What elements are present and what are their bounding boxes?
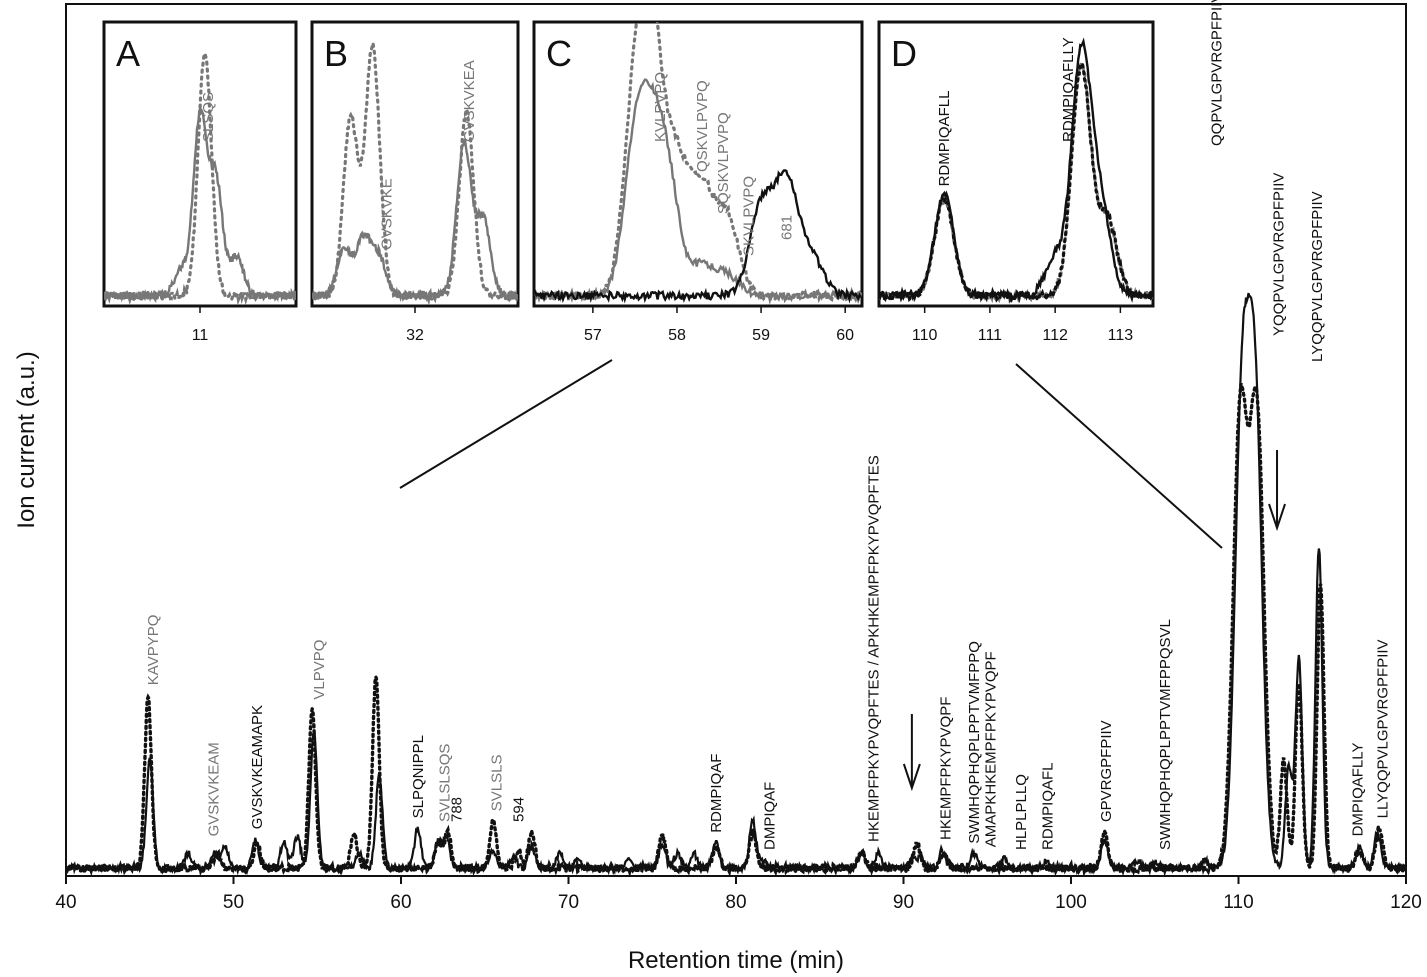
peak-labels: KAVPYPQ GVSKVKEAM GVSKVKEAMAPK VLPVPQ SLPQNI… [145, 0, 1391, 850]
inset-b: B 32 GVSKVKE GVSKVKEA [310, 20, 520, 344]
inset-tick-label: 112 [1042, 327, 1068, 344]
inset-traces [312, 42, 518, 306]
peak-label: RDMPIQAFL [1040, 762, 1057, 850]
trace-group [66, 292, 1406, 876]
zoom-lines [399, 359, 1223, 549]
inset-letter: B [324, 33, 348, 74]
peak-label: DMPIQAF [762, 782, 779, 850]
peak-label: KAVPYPQ [145, 615, 162, 686]
inset-peak-label: SQSKVLPVPQ [715, 112, 732, 214]
peak-label: SVLSLS [489, 754, 506, 811]
dotted-trace [66, 382, 1406, 876]
x-tick-label: 110 [1223, 892, 1253, 913]
inset-tick-label: 57 [584, 327, 602, 344]
x-tick-label: 120 [1390, 892, 1422, 913]
inset-traces [534, 22, 862, 305]
x-tick-label: 90 [893, 892, 914, 913]
inset-peak-label: KVLPVPQ [652, 72, 669, 142]
main-axes: 40 50 60 70 80 90 100 110 120 Retention time (mi… [13, 3, 1422, 974]
arrow [1268, 450, 1286, 532]
y-axis-label: Ion current (a.u.) [13, 351, 40, 528]
inset-tick-label: 113 [1108, 327, 1134, 344]
arrows [902, 450, 1286, 792]
inset-letter: D [891, 33, 917, 74]
peak-label: SWMHQPHQPLPPTVMFPPQ [966, 641, 983, 844]
inset-frame [102, 20, 298, 308]
inset-letter: C [546, 33, 572, 74]
x-tick-label: 80 [725, 892, 746, 913]
inset-peak-label: RDMPIQAFLL [936, 91, 953, 187]
x-axis-label: Retention time (min) [628, 947, 844, 974]
peak-label: SWMHQPHQPLPPTVMFPPQSVL [1157, 619, 1174, 850]
peak-label: GVSKVKEAMAPK [249, 705, 266, 829]
inset-a: A 11 SLSQS [102, 20, 298, 344]
inset-tick-label: 32 [406, 327, 424, 344]
peak-label: DMPIQAFLLY [1349, 742, 1366, 836]
inset-d: D 110 111 112 113 RDMPIQAFLL RDMPIQAFLLY [877, 20, 1155, 344]
x-tick-label: 40 [55, 892, 76, 913]
inset-tick-label: 111 [978, 327, 1002, 344]
inset-tick-label: 110 [912, 327, 938, 344]
peak-label: HKEMPFPKYPVQPFTES / APKHKEMPFPKYPVQPFTES [865, 455, 882, 842]
peak-label: VLPVPQ [311, 640, 328, 700]
inset-solid-trace [312, 138, 518, 303]
inset-peak-label: 681 [778, 215, 795, 240]
inset-traces [879, 37, 1153, 306]
inset-solid-trace [534, 78, 862, 304]
inset-dotted-trace-dark [879, 57, 1153, 306]
inset-tick-label: 60 [836, 327, 854, 344]
peak-label: GPVRGPFPIIV [1098, 720, 1115, 822]
x-tick-label: 70 [558, 892, 579, 913]
peak-label: 788 [448, 797, 465, 822]
inset-peak-label: SLSQS [200, 92, 217, 142]
peak-label: HLPLPLLQ [1013, 774, 1030, 850]
x-axis-ticks: 40 50 60 70 80 90 100 110 120 [55, 876, 1422, 913]
inset-tick-label: 11 [192, 327, 209, 344]
inset-letter: A [116, 33, 140, 74]
peak-label: YQQPVLGPVRGPFPIIV [1271, 173, 1288, 336]
x-tick-label: 50 [223, 892, 244, 913]
peak-label: SVLSLSQS [437, 744, 454, 822]
inset-c: C 57 58 59 60 KVLPVPQ QSKVLPVPQ SQSKVLPVPQ SKVLP… [532, 20, 864, 344]
peak-label: RDMPIQAF [708, 754, 725, 833]
x-tick-label: 100 [1055, 892, 1087, 913]
arrow [902, 714, 921, 792]
peak-label: SLPQNIPPL [410, 735, 427, 818]
insets: A 11 SLSQS B 32 GVSKVKE GVSKVKEA C 57 58 59 60 KVLPV… [102, 20, 1155, 344]
peak-label: GVSKVKEAM [205, 742, 222, 836]
x-tick-label: 60 [390, 892, 411, 913]
inset-peak-label: QSKVLPVPQ [694, 80, 711, 172]
inset-peak-label: GVSKVKEA [461, 60, 478, 142]
inset-solid-trace [104, 107, 296, 303]
inset-frame [877, 20, 1155, 308]
peak-label: HKEMPFPKYPVQPF [937, 697, 954, 840]
peak-label: QQPVLGPVRGPFPIIV [1209, 0, 1226, 146]
inset-peak-label: GVSKVKE [379, 178, 396, 250]
inset-tick-label: 58 [668, 327, 686, 344]
traces [66, 292, 1406, 876]
inset-peak-label: RDMPIQAFLLY [1060, 37, 1077, 142]
peak-label: 594 [510, 797, 527, 822]
inset-tick-label: 59 [752, 327, 770, 344]
inset-traces [104, 49, 296, 306]
inset-peak-label: SKVLPVPQ [741, 176, 758, 256]
peak-label: LLYQQPVLGPVRGPFPIIV [1375, 639, 1392, 818]
peak-label: LYQQPVLGPVRGPFPIIV [1309, 191, 1326, 362]
inset-dark-trace [534, 169, 862, 304]
zoom-line-c [399, 359, 613, 489]
inset-frame [532, 20, 864, 308]
zoom-line-d [1015, 363, 1223, 549]
peak-label: AMAPKHKEMPFPKYPVQPF [983, 651, 1000, 847]
solid-trace [66, 292, 1406, 876]
